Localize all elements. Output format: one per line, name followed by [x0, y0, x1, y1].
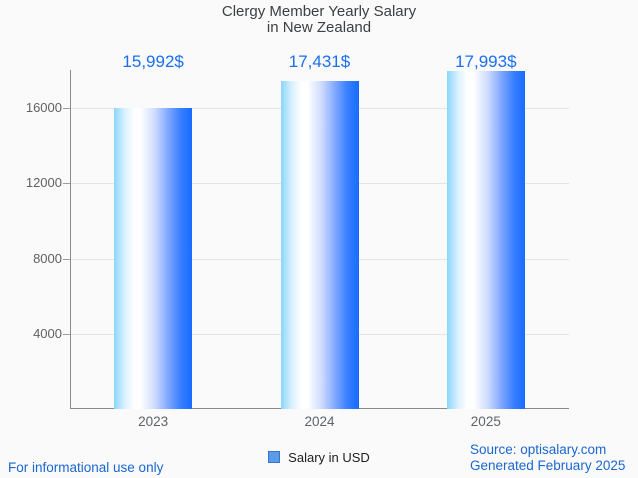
chart-title-line1: Clergy Member Yearly Salary: [221, 3, 417, 20]
legend-label: Salary in USD: [288, 449, 370, 465]
x-axis-tick-label: 2025: [470, 414, 501, 429]
source-link[interactable]: Source: optisalary.com: [470, 442, 607, 457]
bar-value-label: 15,992$: [122, 52, 184, 71]
source-block: Source: optisalary.com Generated Februar…: [470, 442, 625, 473]
y-axis-tickmark: [63, 183, 70, 185]
x-axis-tick-label: 2024: [304, 414, 335, 429]
y-axis-tick-label: 4000: [33, 325, 62, 341]
y-axis-tick-label: 8000: [33, 250, 62, 266]
bar-2025: [446, 70, 525, 409]
chart-title: Clergy Member Yearly Salary in New Zeala…: [0, 4, 638, 36]
bar-value-label: 17,431$: [288, 52, 351, 71]
y-axis-tickmark: [63, 333, 70, 335]
bar-2024: [280, 81, 359, 409]
y-axis-tickmark: [63, 108, 70, 109]
generated-date: Generated February 2025: [470, 457, 626, 473]
y-axis-tick-label: 12000: [25, 175, 62, 191]
bar-2023: [114, 108, 193, 409]
y-axis-tickmark: [63, 258, 70, 260]
legend-marker-icon: [268, 451, 281, 463]
disclaimer-text: For informational use only: [8, 460, 164, 475]
chart-title-line2: in New Zealand: [266, 19, 372, 36]
bar-value-label: 17,993$: [455, 52, 517, 71]
y-axis-tick-label: 16000: [25, 100, 62, 115]
legend: Salary in USD: [0, 449, 638, 465]
x-axis-tick-label: 2023: [138, 414, 169, 429]
